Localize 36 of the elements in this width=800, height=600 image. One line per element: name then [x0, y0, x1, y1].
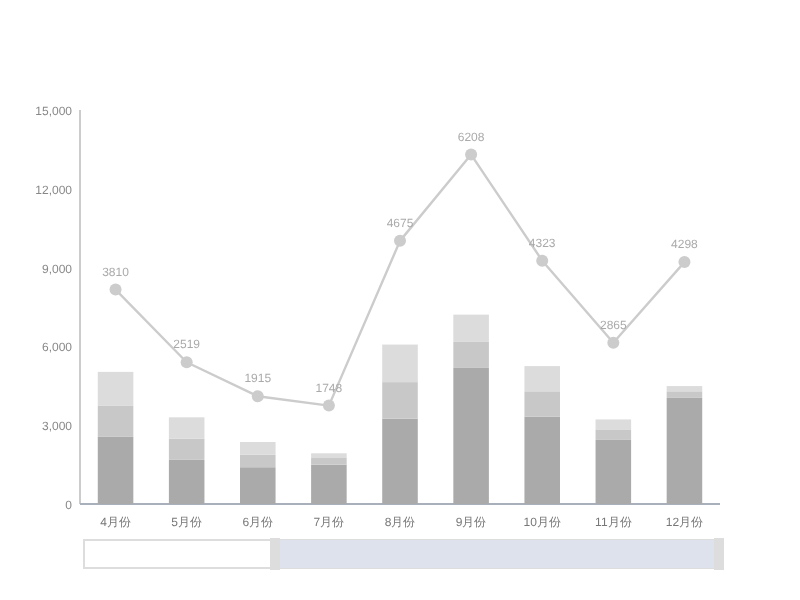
- bar: [595, 429, 632, 440]
- bar: [311, 453, 347, 459]
- bar: [311, 464, 347, 504]
- bar: [382, 418, 418, 504]
- bar: [524, 416, 560, 504]
- bar: [240, 442, 276, 455]
- bar: [97, 436, 134, 504]
- bar: [453, 314, 489, 342]
- point: [180, 356, 193, 369]
- bar: [168, 417, 205, 439]
- point: [678, 256, 691, 269]
- point: [109, 283, 122, 296]
- point: [394, 234, 406, 247]
- bar: [97, 405, 134, 437]
- bar: [666, 397, 703, 504]
- bar: [168, 438, 205, 460]
- bar: [382, 382, 418, 419]
- bar: [382, 344, 418, 383]
- point: [607, 336, 620, 349]
- point: [536, 254, 549, 267]
- bar: [666, 391, 703, 398]
- bar: [453, 367, 489, 504]
- point: [251, 390, 264, 403]
- bar: [595, 419, 632, 430]
- point: [465, 148, 478, 161]
- point: [322, 399, 335, 412]
- bar: [595, 439, 632, 504]
- bar: [666, 386, 703, 392]
- bar: [524, 391, 560, 417]
- bar: [311, 458, 347, 465]
- bar: [97, 371, 134, 406]
- bar: [240, 467, 276, 504]
- bar: [524, 366, 560, 392]
- bar: [453, 341, 489, 368]
- bar: [168, 459, 205, 504]
- bar: [240, 454, 276, 468]
